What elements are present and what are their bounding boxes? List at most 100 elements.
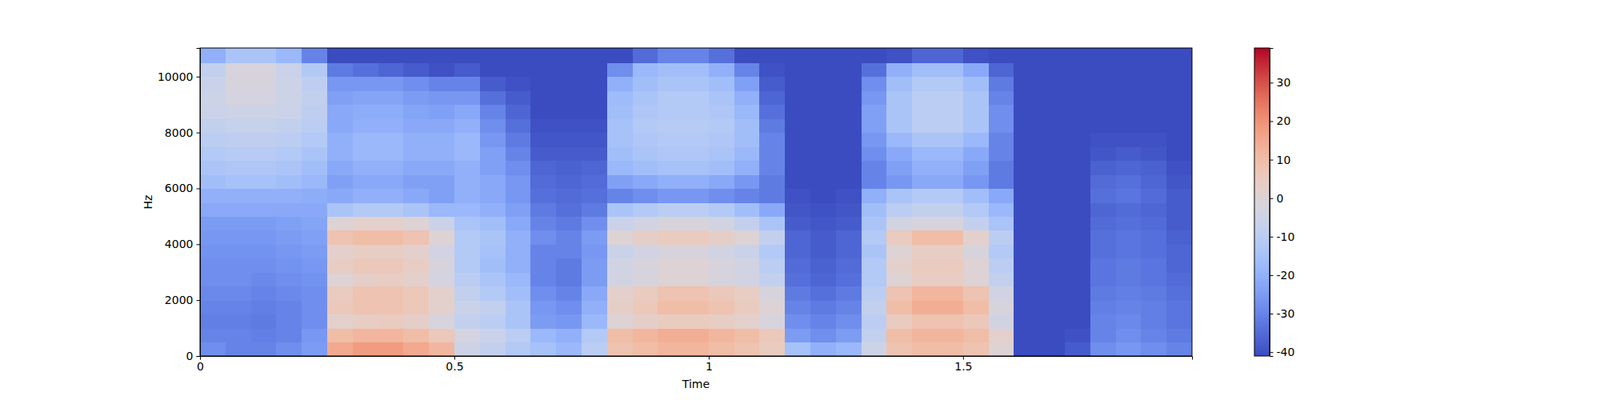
cell <box>403 258 429 273</box>
cell <box>530 118 556 133</box>
cell <box>276 300 302 315</box>
tick: 8000 <box>164 126 200 140</box>
cell <box>657 314 684 329</box>
cell <box>1116 300 1142 315</box>
cell <box>327 230 353 245</box>
cell <box>963 286 989 301</box>
cell <box>810 230 836 245</box>
cell <box>530 62 556 77</box>
cell <box>581 76 608 92</box>
cell <box>632 286 659 301</box>
cell <box>683 230 709 245</box>
cell <box>581 216 608 231</box>
cell <box>912 146 938 161</box>
cell <box>657 188 684 203</box>
cell <box>1039 48 1065 64</box>
cell <box>505 230 532 245</box>
cell <box>454 76 480 92</box>
cell <box>403 272 429 287</box>
cell <box>657 118 684 133</box>
cell <box>607 174 633 189</box>
cell <box>1116 118 1142 133</box>
cell <box>937 258 964 273</box>
cell <box>836 174 862 189</box>
cell <box>454 328 480 343</box>
cell <box>1116 314 1142 329</box>
cell <box>1039 160 1065 176</box>
cell <box>810 132 836 148</box>
cell <box>480 230 506 245</box>
cell <box>581 300 608 315</box>
cell <box>861 104 888 120</box>
cell <box>1013 76 1040 92</box>
cell <box>912 230 938 245</box>
cell <box>1039 230 1065 245</box>
cell <box>988 258 1015 273</box>
cell <box>784 342 811 356</box>
cell <box>1090 286 1116 301</box>
cell <box>886 104 912 120</box>
cell <box>1140 160 1167 176</box>
cell <box>963 118 989 133</box>
cell <box>861 272 888 287</box>
cell <box>505 160 532 176</box>
cell <box>530 244 556 259</box>
cell <box>378 314 404 329</box>
tick: 6000 <box>164 181 200 195</box>
cell <box>988 314 1015 329</box>
cell <box>301 342 328 356</box>
cell <box>581 230 608 245</box>
cell <box>530 258 556 273</box>
cell <box>480 342 506 356</box>
cell <box>657 48 684 64</box>
cell <box>937 146 964 161</box>
cell <box>1013 230 1040 245</box>
tick: -40 <box>1269 345 1295 359</box>
cell <box>276 132 302 148</box>
cell <box>1039 272 1065 287</box>
cell <box>683 272 709 287</box>
cell <box>200 328 226 343</box>
cell <box>251 314 277 329</box>
tick-label: 10 <box>1276 153 1292 167</box>
cell <box>759 118 785 133</box>
cell <box>200 48 226 64</box>
cell <box>1140 342 1167 356</box>
cell <box>734 258 760 273</box>
cell <box>1090 132 1116 148</box>
cell <box>556 202 582 217</box>
cell <box>225 272 252 287</box>
cell <box>530 48 556 64</box>
cell <box>1166 328 1192 343</box>
cell <box>327 286 353 301</box>
cell <box>581 342 608 356</box>
cell <box>352 62 379 77</box>
cell <box>428 76 455 92</box>
cell <box>276 272 302 287</box>
cell <box>581 286 608 301</box>
cell <box>1064 104 1091 120</box>
cell <box>1116 76 1142 92</box>
tick-mark <box>196 244 201 245</box>
cell <box>301 300 328 315</box>
cell <box>1140 118 1167 133</box>
cell <box>1116 160 1142 176</box>
cell <box>886 188 912 203</box>
cell <box>1039 300 1065 315</box>
cell <box>734 230 760 245</box>
cell <box>963 216 989 231</box>
cell <box>1039 342 1065 356</box>
cell <box>988 132 1015 148</box>
cell <box>759 300 785 315</box>
cell <box>937 76 964 92</box>
cell <box>632 272 659 287</box>
cell <box>428 244 455 259</box>
cell <box>607 188 633 203</box>
cell <box>683 160 709 176</box>
cell <box>225 146 252 161</box>
cell <box>810 62 836 77</box>
cell <box>607 342 633 356</box>
cell <box>428 160 455 176</box>
cell <box>556 76 582 92</box>
cell <box>403 76 429 92</box>
